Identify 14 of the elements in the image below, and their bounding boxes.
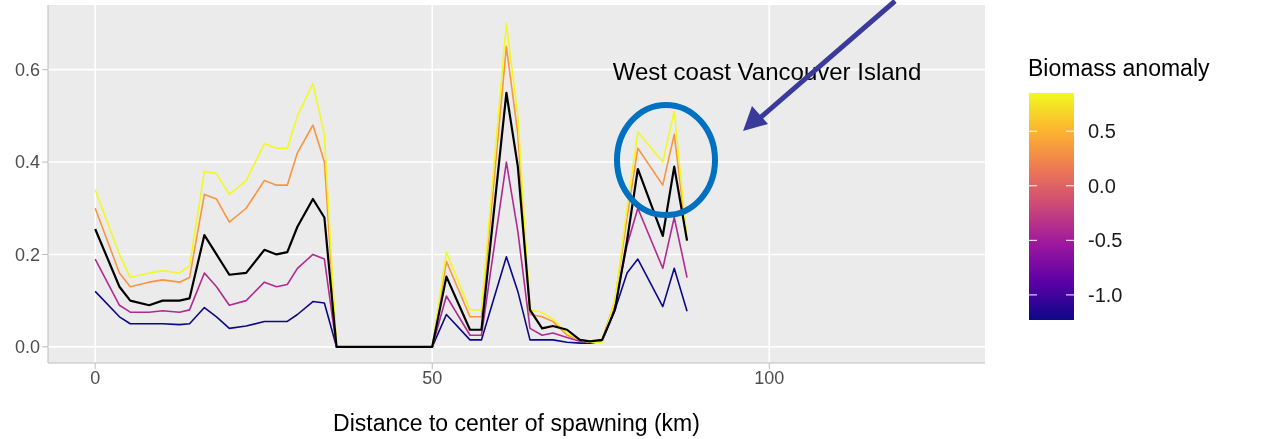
- y-tick-label: 0.4: [14, 152, 40, 173]
- x-tick-label: 0: [90, 367, 101, 388]
- y-tick-label: 0.2: [14, 244, 40, 265]
- y-tick-label: 0.6: [14, 60, 40, 81]
- line-series: [94, 91, 689, 348]
- y-tick-label: 0.0: [14, 337, 40, 358]
- x-axis-title: Distance to center of spawning (km): [333, 410, 700, 436]
- x-tick-label: 100: [754, 367, 785, 388]
- color-bar-label: 0.0: [1088, 174, 1116, 197]
- color-bar-title: Biomass anomaly: [1028, 55, 1211, 81]
- color-bar-label: -0.5: [1088, 229, 1123, 252]
- x-tick-label: 50: [422, 367, 443, 388]
- color-bar-label: -1.0: [1088, 283, 1123, 306]
- color-bar-label: 0.5: [1088, 120, 1116, 143]
